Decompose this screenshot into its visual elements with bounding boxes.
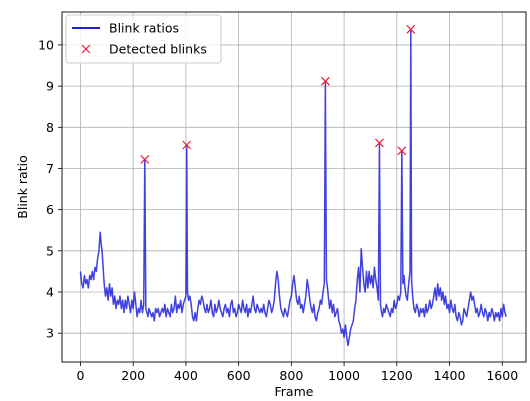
- x-tick-label: 400: [174, 368, 198, 383]
- y-tick-label: 5: [46, 243, 54, 258]
- y-tick-label: 7: [46, 161, 54, 176]
- legend-box: [65, 14, 222, 64]
- legend-label-detected-blinks: Detected blinks: [109, 42, 207, 57]
- y-tick-label: 9: [46, 79, 54, 94]
- x-tick-label: 1400: [434, 368, 466, 383]
- blink-marker: [397, 146, 407, 156]
- legend-swatch-detected-blinks: [81, 44, 91, 54]
- plot-background: [62, 12, 526, 362]
- legend-label-blink-ratios: Blink ratios: [109, 21, 179, 36]
- x-tick-label: 1600: [486, 368, 518, 383]
- legend: Blink ratios Detected blinks: [65, 14, 222, 64]
- series-line-blink-ratios: [79, 28, 507, 347]
- blink-marker: [320, 76, 330, 86]
- y-tick-label: 10: [38, 37, 54, 52]
- x-tick-label: 1200: [381, 368, 413, 383]
- x-tick-label: 1000: [328, 368, 360, 383]
- x-axis-label: Frame: [275, 384, 314, 399]
- x-axis-ticks: 0 200 400 600 800 1000 1200 1400 1600: [76, 362, 518, 383]
- y-tick-label: 6: [46, 202, 54, 217]
- blink-marker: [374, 138, 384, 148]
- grid: [62, 12, 526, 362]
- blink-marker: [140, 154, 150, 164]
- y-tick-label: 4: [46, 285, 54, 300]
- y-tick-label: 8: [46, 120, 54, 135]
- y-axis-label: Blink ratio: [15, 155, 30, 218]
- legend-x-marker: [81, 44, 91, 54]
- series-layer: [79, 24, 507, 347]
- plot-frame: [61, 11, 527, 363]
- y-tick-label: 3: [46, 326, 54, 341]
- x-tick-label: 800: [279, 368, 303, 383]
- x-tick-label: 0: [76, 368, 84, 383]
- x-tick-label: 600: [227, 368, 251, 383]
- y-axis-ticks: 3 4 5 6 7 8 9 10: [38, 37, 62, 341]
- blink-marker: [406, 24, 416, 34]
- blink-marker: [182, 140, 192, 150]
- x-tick-label: 200: [121, 368, 145, 383]
